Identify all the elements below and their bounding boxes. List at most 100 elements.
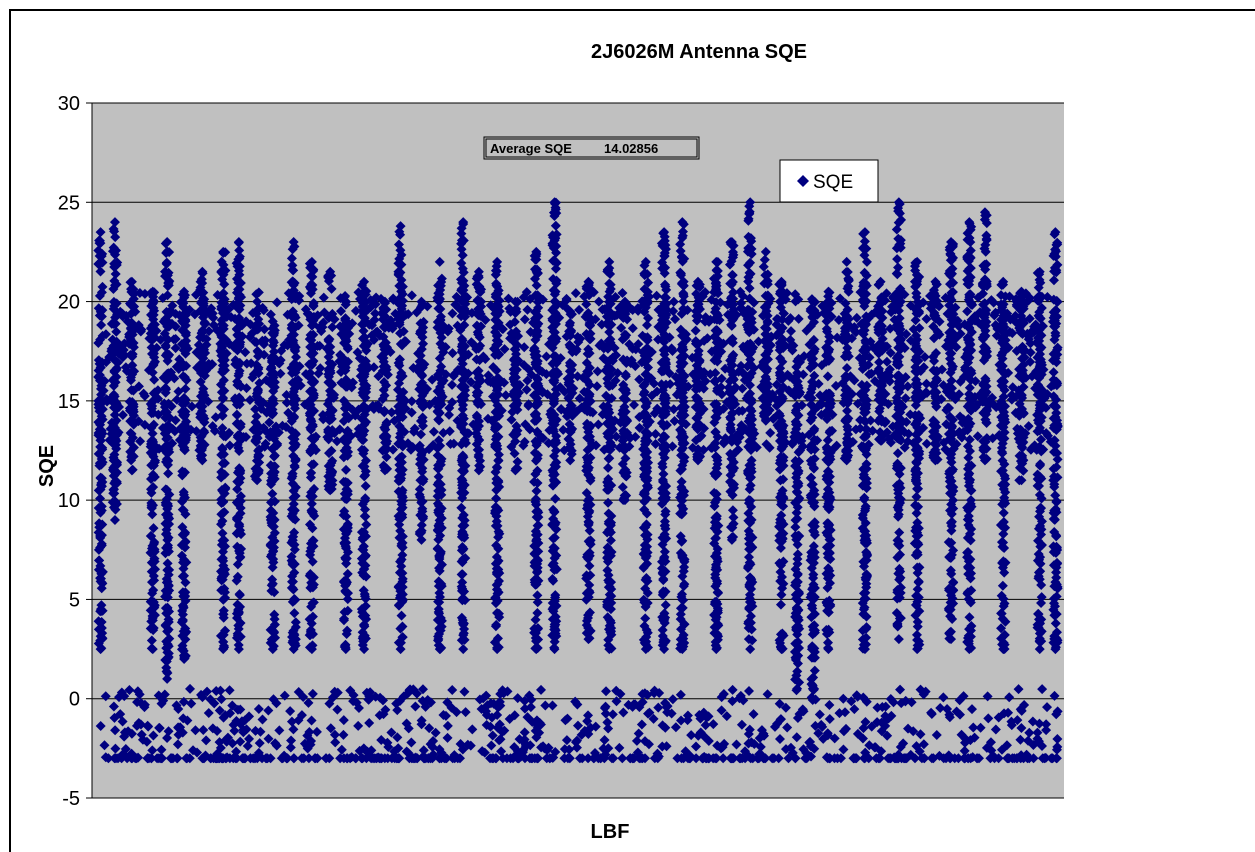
data-point — [135, 326, 146, 337]
data-point — [737, 405, 748, 416]
data-point — [900, 393, 911, 404]
data-point — [170, 343, 181, 354]
data-point — [1048, 367, 1059, 378]
data-point — [786, 326, 797, 337]
data-point — [593, 296, 604, 307]
data-point — [447, 348, 458, 359]
data-point — [835, 293, 846, 304]
data-point — [186, 401, 197, 412]
data-point — [761, 439, 772, 450]
data-point — [523, 400, 534, 411]
data-point — [885, 347, 896, 358]
data-point — [668, 296, 679, 307]
data-point — [409, 423, 420, 434]
data-point — [208, 319, 219, 330]
data-point — [519, 342, 530, 353]
data-point — [203, 326, 214, 337]
data-point — [667, 441, 678, 452]
data-point — [281, 397, 292, 408]
data-point — [386, 407, 397, 418]
data-point — [406, 290, 417, 301]
data-point — [885, 437, 896, 448]
data-point — [207, 421, 218, 432]
data-point — [277, 420, 288, 431]
data-point — [558, 424, 569, 435]
data-point — [670, 314, 681, 325]
data-point — [719, 436, 730, 447]
data-point — [428, 426, 439, 437]
data-point — [466, 337, 477, 348]
data-point — [117, 409, 128, 420]
data-point — [483, 370, 494, 381]
data-point — [797, 441, 808, 452]
data-point — [445, 439, 456, 450]
data-point — [902, 381, 913, 392]
data-point — [610, 375, 621, 386]
data-point — [668, 404, 679, 415]
data-point — [919, 351, 930, 362]
data-point — [217, 423, 228, 434]
data-point — [1025, 338, 1036, 349]
data-point — [251, 289, 262, 300]
data-point — [207, 359, 218, 370]
data-point — [315, 363, 326, 374]
data-point — [139, 288, 150, 299]
data-point — [318, 292, 329, 303]
data-point — [522, 304, 533, 315]
data-point — [500, 390, 511, 401]
data-point — [271, 297, 282, 308]
data-point — [987, 392, 998, 403]
data-point — [830, 380, 841, 391]
data-point — [765, 427, 776, 438]
data-point — [406, 407, 417, 418]
data-point — [793, 313, 804, 324]
data-point — [921, 378, 932, 389]
data-point — [815, 390, 826, 401]
data-point — [989, 310, 1000, 321]
data-point — [575, 333, 586, 344]
data-point — [787, 438, 798, 449]
data-point — [447, 308, 458, 319]
data-point — [451, 291, 462, 302]
data-point — [518, 360, 529, 371]
data-point — [244, 395, 255, 406]
data-point — [506, 414, 517, 425]
data-point — [651, 290, 662, 301]
data-point — [138, 388, 149, 399]
data-point — [1006, 394, 1017, 405]
data-point — [447, 379, 458, 390]
data-point — [744, 380, 755, 391]
data-point — [816, 399, 827, 410]
data-point — [642, 320, 653, 331]
data-point — [259, 324, 270, 335]
data-point — [790, 289, 801, 300]
data-point — [367, 330, 378, 341]
data-point — [849, 325, 860, 336]
data-point — [1007, 382, 1018, 393]
data-point — [352, 347, 363, 358]
data-point — [570, 288, 581, 299]
data-point — [790, 296, 801, 307]
data-point — [556, 404, 567, 415]
data-point — [561, 295, 572, 306]
data-point — [240, 347, 251, 358]
chart-frame — [9, 9, 1255, 852]
data-point — [593, 419, 604, 430]
data-point — [499, 344, 510, 355]
data-point — [260, 335, 271, 346]
data-point — [275, 368, 286, 379]
data-points — [93, 197, 1063, 764]
data-point — [634, 374, 645, 385]
data-point — [438, 427, 449, 438]
data-point — [264, 417, 275, 428]
data-point — [1007, 328, 1018, 339]
data-point — [650, 439, 661, 450]
data-point — [350, 305, 361, 316]
data-point — [519, 314, 530, 325]
data-point — [591, 381, 602, 392]
data-point — [522, 375, 533, 386]
data-point — [248, 424, 259, 435]
data-point — [521, 384, 532, 395]
data-point — [630, 361, 641, 372]
